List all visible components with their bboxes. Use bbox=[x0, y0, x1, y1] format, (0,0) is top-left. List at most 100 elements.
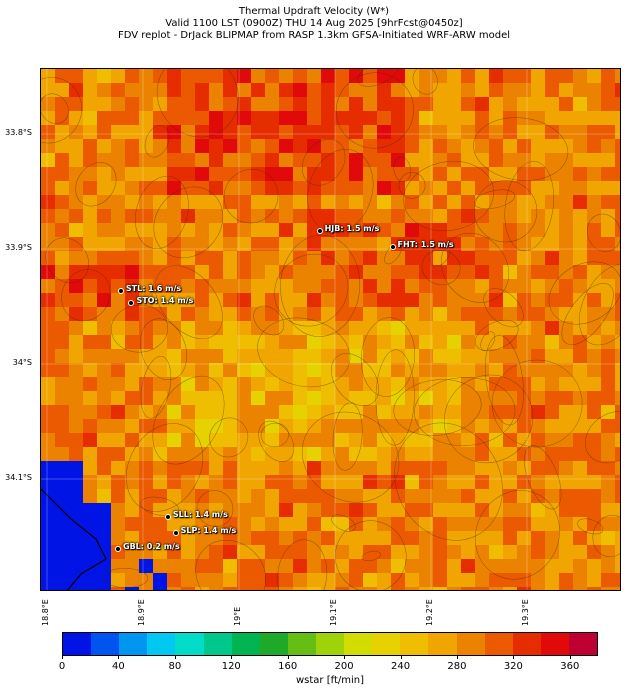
field-cell bbox=[615, 433, 620, 447]
field-cell bbox=[97, 489, 111, 503]
colorbar-tick-label: 160 bbox=[278, 661, 298, 672]
field-cell bbox=[223, 545, 237, 559]
field-cell bbox=[125, 139, 139, 153]
field-cell bbox=[195, 237, 209, 251]
field-cell bbox=[587, 265, 601, 279]
field-cell bbox=[335, 517, 349, 531]
station-dot-fht[interactable] bbox=[389, 243, 396, 250]
station-dot-sll[interactable] bbox=[164, 514, 171, 521]
field-cell bbox=[293, 433, 307, 447]
field-cell bbox=[209, 419, 223, 433]
field-cell bbox=[391, 69, 405, 83]
field-cell bbox=[321, 517, 335, 531]
field-cell bbox=[181, 181, 195, 195]
field-cell bbox=[125, 237, 139, 251]
field-cell bbox=[503, 335, 517, 349]
field-cell bbox=[391, 293, 405, 307]
field-cell bbox=[69, 69, 83, 83]
field-cell bbox=[321, 209, 335, 223]
terrain-contour bbox=[152, 375, 225, 465]
field-cell bbox=[195, 503, 209, 517]
field-cell bbox=[41, 531, 55, 545]
field-cell bbox=[405, 97, 419, 111]
field-cell bbox=[503, 349, 517, 363]
station-dot-stl[interactable] bbox=[117, 287, 124, 294]
field-cell bbox=[307, 517, 321, 531]
field-cell bbox=[55, 587, 69, 590]
field-cell bbox=[447, 251, 461, 265]
field-cell bbox=[475, 181, 489, 195]
field-cell bbox=[265, 279, 279, 293]
field-cell bbox=[349, 461, 363, 475]
colorbar-tickmark bbox=[344, 656, 346, 659]
field-cell bbox=[181, 97, 195, 111]
field-cell bbox=[601, 237, 615, 251]
field-cell bbox=[377, 209, 391, 223]
field-cell bbox=[615, 223, 620, 237]
field-cell bbox=[153, 433, 167, 447]
field-cell bbox=[489, 83, 503, 97]
terrain-contour bbox=[473, 117, 569, 181]
field-cell bbox=[209, 321, 223, 335]
field-cell bbox=[321, 223, 335, 237]
field-cell bbox=[153, 531, 167, 545]
lon-tick-text: 19.3°E bbox=[521, 599, 530, 626]
field-cell bbox=[601, 265, 615, 279]
field-cell bbox=[293, 139, 307, 153]
field-cell bbox=[251, 377, 265, 391]
field-cell bbox=[587, 559, 601, 573]
field-cell bbox=[223, 125, 237, 139]
field-cell bbox=[559, 223, 573, 237]
field-cell bbox=[125, 559, 139, 573]
field-cell bbox=[517, 461, 531, 475]
field-cell bbox=[461, 405, 475, 419]
field-cell bbox=[461, 559, 475, 573]
field-cell bbox=[69, 195, 83, 209]
field-cell bbox=[307, 83, 321, 97]
field-cell bbox=[55, 391, 69, 405]
field-cell bbox=[489, 237, 503, 251]
field-cell bbox=[209, 265, 223, 279]
field-cell bbox=[223, 503, 237, 517]
field-cell bbox=[587, 349, 601, 363]
station-dot-hjb[interactable] bbox=[316, 227, 323, 234]
field-cell bbox=[251, 265, 265, 279]
station-dot-slp[interactable] bbox=[172, 530, 179, 537]
field-cell bbox=[83, 195, 97, 209]
field-cell bbox=[335, 195, 349, 209]
field-cell bbox=[475, 293, 489, 307]
map-panel[interactable] bbox=[40, 68, 621, 591]
field-cell bbox=[251, 447, 265, 461]
field-cell bbox=[307, 153, 321, 167]
field-cell bbox=[153, 167, 167, 181]
field-cell bbox=[167, 517, 181, 531]
field-cell bbox=[69, 503, 83, 517]
field-cell bbox=[377, 587, 391, 590]
field-cell bbox=[363, 181, 377, 195]
field-cell bbox=[475, 503, 489, 517]
field-cell bbox=[307, 545, 321, 559]
station-dot-sto[interactable] bbox=[128, 300, 135, 307]
station-dot-gbl[interactable] bbox=[115, 546, 121, 553]
field-cell bbox=[279, 209, 293, 223]
field-cell bbox=[377, 181, 391, 195]
field-cell bbox=[587, 531, 601, 545]
field-cell bbox=[349, 153, 363, 167]
field-cell bbox=[139, 391, 153, 405]
field-cell bbox=[69, 209, 83, 223]
field-cell bbox=[111, 153, 125, 167]
field-cell bbox=[293, 559, 307, 573]
field-cell bbox=[601, 559, 615, 573]
field-cell bbox=[279, 391, 293, 405]
terrain-contour bbox=[441, 232, 509, 303]
field-cell bbox=[391, 461, 405, 475]
field-cell bbox=[363, 489, 377, 503]
terrain-contour bbox=[473, 180, 538, 243]
field-cell bbox=[223, 83, 237, 97]
field-cell bbox=[531, 391, 545, 405]
terrain-contour bbox=[586, 213, 620, 252]
field-cell bbox=[489, 251, 503, 265]
colorbar-label: wstar [ft/min] bbox=[295, 675, 365, 686]
field-cell bbox=[83, 83, 97, 97]
field-cell bbox=[307, 251, 321, 265]
